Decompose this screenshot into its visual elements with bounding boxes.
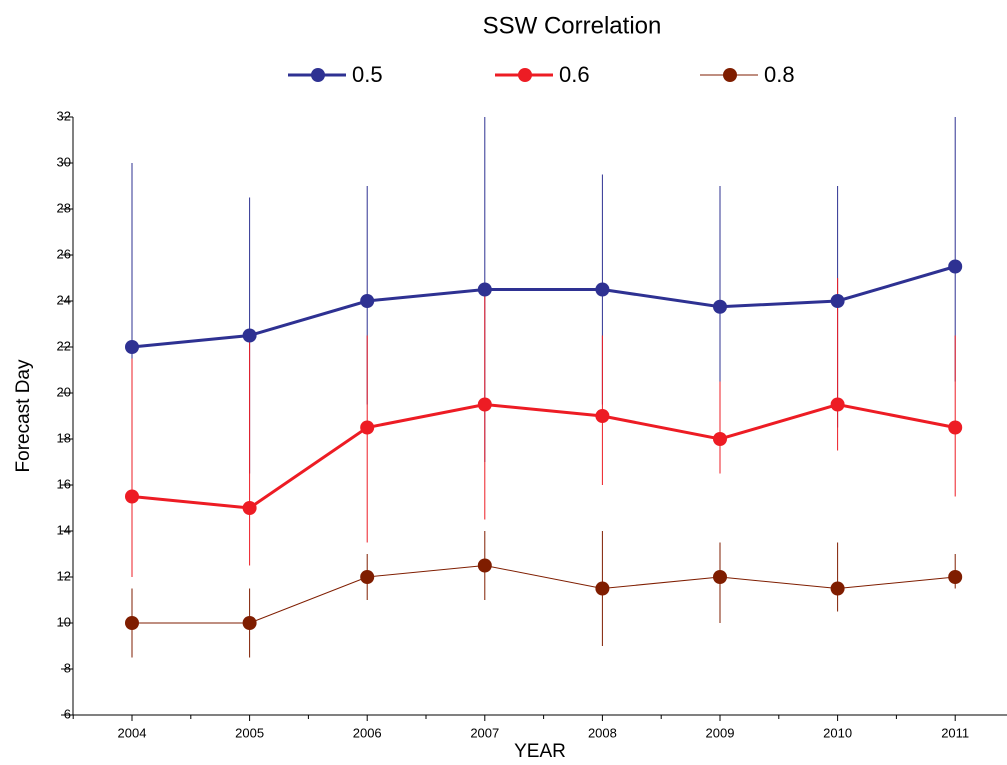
data-point — [477, 397, 492, 412]
data-point — [125, 340, 139, 354]
y-tick-label: 12 — [57, 568, 71, 583]
data-point — [713, 432, 727, 446]
data-point — [595, 581, 610, 596]
data-point — [360, 420, 375, 435]
y-tick-label: 18 — [57, 430, 71, 445]
legend-title: SSW Correlation — [483, 12, 662, 39]
data-point — [830, 294, 845, 308]
data-point — [713, 299, 727, 314]
data-point — [713, 570, 727, 584]
data-point — [125, 489, 139, 504]
y-tick-label: 8 — [64, 660, 71, 675]
legend-marker — [518, 68, 532, 82]
x-tick-label: 2009 — [706, 725, 735, 740]
x-tick-label: 2010 — [823, 725, 852, 740]
x-tick-label: 2007 — [470, 725, 499, 740]
data-point — [477, 558, 492, 573]
y-tick-label: 20 — [57, 384, 71, 399]
series-line — [131, 402, 956, 510]
x-tick-label: 2011 — [941, 725, 969, 740]
x-tick-label: 2004 — [118, 725, 147, 740]
legend-label: 0.5 — [352, 62, 383, 87]
x-tick-label: 2006 — [353, 725, 382, 740]
y-axis-label: Forecast Day — [13, 359, 34, 472]
data-point — [948, 570, 963, 584]
data-point — [595, 282, 610, 297]
data-point — [948, 420, 963, 435]
data-point — [125, 616, 139, 630]
legend-marker — [723, 68, 737, 82]
x-axis-label: YEAR — [514, 741, 566, 762]
y-tick-label: 16 — [57, 476, 71, 491]
data-point — [948, 259, 963, 274]
data-point — [242, 501, 257, 515]
y-tick-label: 24 — [57, 292, 71, 307]
series-line — [131, 265, 956, 349]
y-tick-label: 6 — [64, 706, 71, 721]
y-tick-label: 30 — [57, 154, 71, 169]
data-point — [595, 409, 610, 423]
data-point — [360, 570, 375, 584]
legend-label: 0.8 — [764, 62, 795, 87]
data-point — [830, 581, 845, 596]
y-tick-label: 22 — [57, 338, 71, 353]
data-point — [360, 294, 375, 308]
y-tick-label: 26 — [57, 246, 71, 261]
y-tick-label: 10 — [57, 614, 71, 629]
data-point — [477, 282, 492, 297]
x-tick-label: 2008 — [588, 725, 617, 740]
data-point — [830, 397, 845, 412]
y-tick-label: 28 — [57, 200, 71, 215]
x-tick-label: 2005 — [235, 725, 264, 740]
y-tick-label: 14 — [57, 522, 71, 537]
legend-marker — [311, 68, 325, 82]
legend-label: 0.6 — [559, 62, 590, 87]
data-point — [242, 328, 257, 343]
series-line — [132, 564, 956, 624]
y-tick-label: 32 — [57, 108, 71, 123]
data-point — [242, 616, 257, 630]
